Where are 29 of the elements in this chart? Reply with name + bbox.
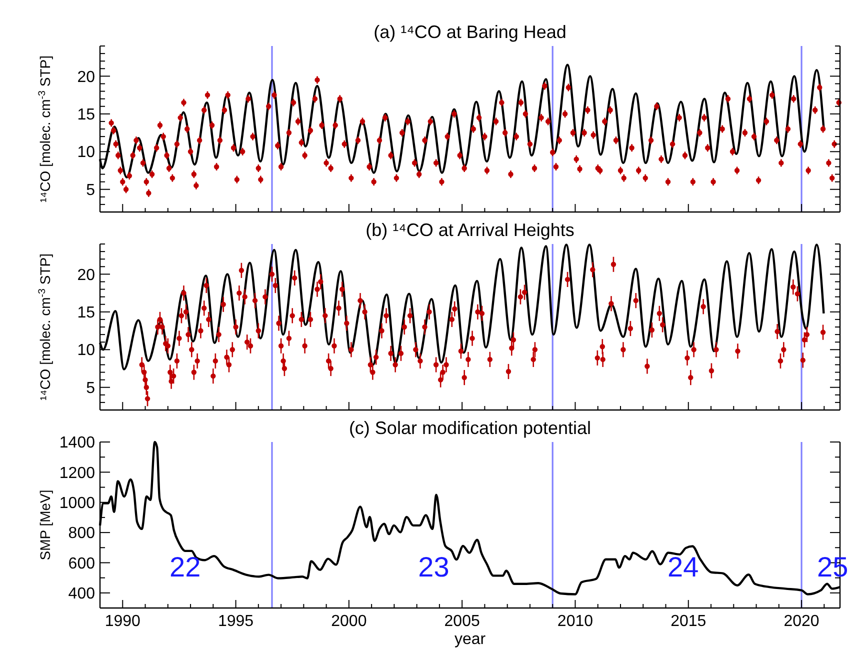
annotation: 24	[668, 551, 699, 582]
x-tick-label: 2015	[670, 613, 706, 630]
x-tick-label: 2005	[444, 613, 480, 630]
y-tick-label: 1200	[59, 464, 96, 482]
chart-title: (b) ¹⁴CO at Arrival Heights	[366, 220, 574, 240]
x-tick-label: 2000	[331, 613, 367, 630]
x-tick-label: 1990	[104, 613, 141, 630]
y-tick-label: 5	[86, 182, 96, 199]
x-tick-label: 2020	[784, 613, 820, 630]
y-tick-label: 400	[68, 586, 96, 603]
annotation: 22	[170, 551, 201, 582]
y-tick-label: 15	[77, 304, 96, 322]
y-tick-label: 10	[77, 342, 96, 360]
chart-title: (a) ¹⁴CO at Baring Head	[374, 22, 566, 42]
y-tick-label: 10	[77, 144, 96, 162]
y-tick-label: 5	[86, 380, 96, 397]
y-tick-label: 15	[77, 106, 96, 124]
x-tick-label: 1995	[218, 613, 254, 630]
y-tick-label: 20	[77, 266, 96, 284]
chart-title: (c) Solar modification potential	[348, 418, 592, 438]
y-tick-label: 20	[77, 68, 96, 86]
y-tick-label: 800	[68, 525, 96, 542]
y-axis-title: SMP [MeV]	[37, 490, 53, 560]
y-tick-label: 600	[68, 555, 96, 572]
y-tick-label: 1400	[59, 434, 96, 452]
y-tick-label: 1000	[59, 494, 96, 512]
x-axis-title: year	[454, 631, 486, 648]
annotation: 23	[418, 551, 450, 582]
x-tick-label: 2010	[557, 613, 594, 630]
